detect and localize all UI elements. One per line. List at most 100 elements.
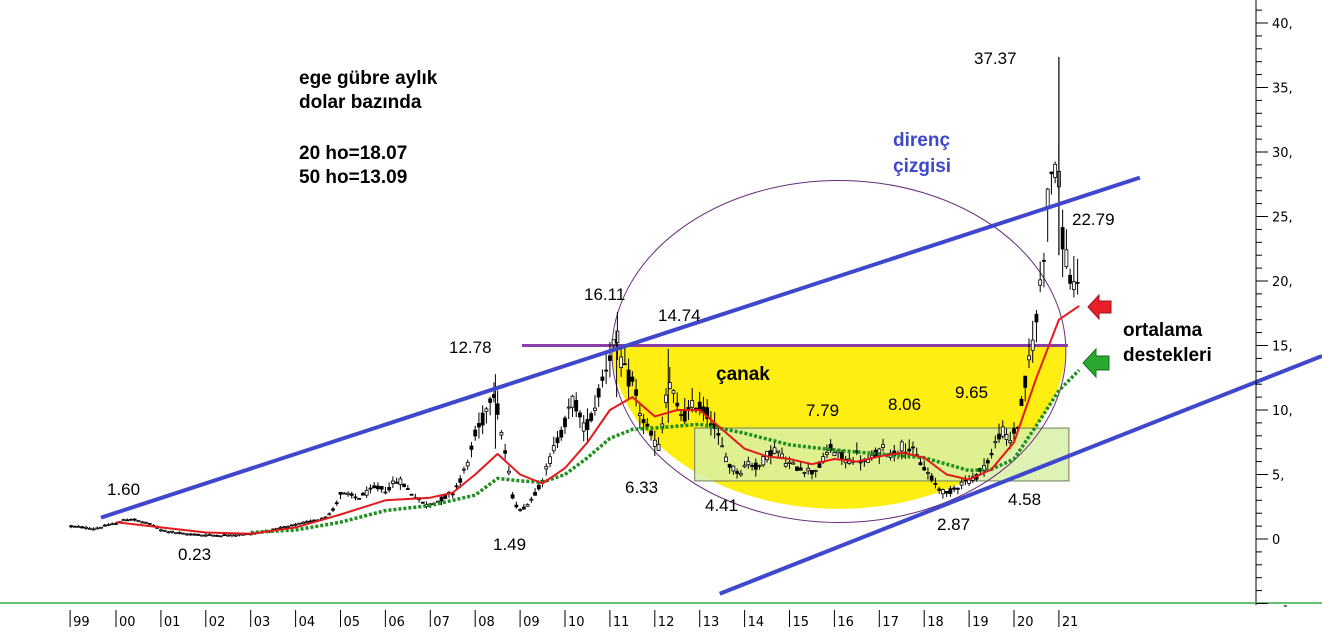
candle-body: [985, 460, 990, 464]
candle-body: [757, 464, 762, 467]
candle-body: [1019, 398, 1024, 406]
candle-body: [944, 490, 949, 494]
candle-body: [810, 470, 814, 475]
candle-body: [1075, 281, 1080, 284]
y-tick-label: 30,: [1272, 146, 1293, 161]
candle-body: [1023, 375, 1028, 388]
candle-body: [858, 461, 863, 464]
candle-body: [963, 479, 968, 482]
candle-body: [1049, 171, 1054, 175]
candle-body: [364, 489, 369, 496]
x-tick-label: 01: [164, 615, 181, 630]
candle-body: [1008, 440, 1013, 444]
candle-body: [166, 531, 171, 534]
candle-body: [484, 408, 489, 413]
candle-body: [278, 526, 283, 529]
candle-body: [462, 468, 466, 471]
candle-body: [503, 450, 508, 454]
candle-body: [780, 453, 784, 458]
candle-body: [147, 522, 152, 525]
candle-body: [791, 462, 796, 465]
candle-body: [1004, 434, 1009, 440]
candle-body: [622, 363, 627, 366]
candle-body: [121, 519, 126, 522]
candle-body: [581, 422, 586, 432]
candle-body: [982, 465, 986, 471]
x-tick-label: 07: [433, 615, 450, 630]
candle-body: [372, 485, 377, 489]
candle-body: [604, 369, 609, 372]
candle-body: [106, 524, 111, 526]
candle-body: [989, 453, 994, 456]
candle-body: [798, 467, 803, 471]
candle-body: [233, 534, 238, 537]
value-label: 9.65: [955, 383, 988, 402]
candle-body: [548, 456, 552, 464]
candle-body: [806, 467, 811, 472]
candle-body: [630, 376, 635, 382]
candle-body: [1071, 281, 1076, 290]
candle-body: [783, 463, 788, 467]
candle-body: [533, 491, 537, 496]
x-tick-label: 08: [478, 615, 495, 630]
candle-body: [929, 475, 934, 481]
labels-layer: 1.60 0.23 12.78 1.49 16.11 14.74 6.33 4.41 7.79 8…: [107, 49, 1115, 564]
bowl-label: çanak: [716, 364, 770, 385]
candle-body: [649, 430, 653, 436]
candle-body: [379, 486, 384, 490]
candle-body: [173, 532, 178, 535]
candle-body: [144, 521, 148, 524]
y-tick-label: 35,: [1272, 82, 1293, 97]
resistance-label-line-2: çizgisi: [893, 156, 951, 177]
candle-body: [473, 429, 478, 437]
candle-body: [787, 461, 792, 464]
candle-body: [619, 356, 624, 368]
candle-body: [488, 398, 493, 403]
channel-lower-line: [718, 354, 1322, 596]
x-tick-label: 00: [119, 615, 136, 630]
x-tick-label: 17: [882, 615, 899, 630]
candle-body: [129, 518, 133, 521]
candle-body: [331, 508, 335, 511]
candle-body: [589, 413, 594, 421]
candle-body: [162, 529, 167, 532]
candle-body: [574, 400, 579, 412]
candle-body: [570, 395, 575, 408]
candle-body: [813, 469, 818, 472]
candle-body: [525, 504, 530, 507]
candle-body: [727, 464, 732, 468]
candle-body: [196, 533, 201, 536]
candle-body: [188, 533, 193, 536]
value-label: 37.37: [974, 49, 1017, 68]
candle-body: [1064, 249, 1069, 268]
ma50-layer: [250, 368, 1081, 535]
candle-body: [529, 498, 534, 501]
ma50-line: [250, 368, 1081, 535]
candle-body: [405, 488, 410, 490]
candle-body: [918, 462, 923, 466]
candle-body: [1060, 227, 1065, 250]
candle-body: [185, 533, 189, 536]
candle-body: [69, 525, 73, 528]
candle-body: [731, 465, 736, 472]
x-tick-label: 06: [388, 615, 405, 630]
candle-body: [80, 526, 85, 529]
candle-body: [514, 504, 519, 508]
candle-body: [353, 496, 358, 499]
candle-body: [948, 488, 953, 494]
candle-body: [1053, 163, 1058, 178]
candle-body: [911, 446, 915, 449]
candle-body: [600, 376, 605, 381]
candle-body: [611, 339, 616, 346]
value-label: 0.23: [178, 545, 211, 564]
candle-body: [125, 519, 130, 522]
candle-body: [697, 401, 702, 411]
y-tick-label: 5,: [1272, 469, 1284, 484]
candle-body: [230, 533, 234, 537]
candle-body: [521, 506, 526, 510]
candle-body: [682, 409, 687, 422]
value-label: 12.78: [449, 338, 492, 357]
candle-body: [1034, 313, 1039, 323]
candle-body: [458, 478, 463, 483]
candle-body: [825, 452, 829, 456]
